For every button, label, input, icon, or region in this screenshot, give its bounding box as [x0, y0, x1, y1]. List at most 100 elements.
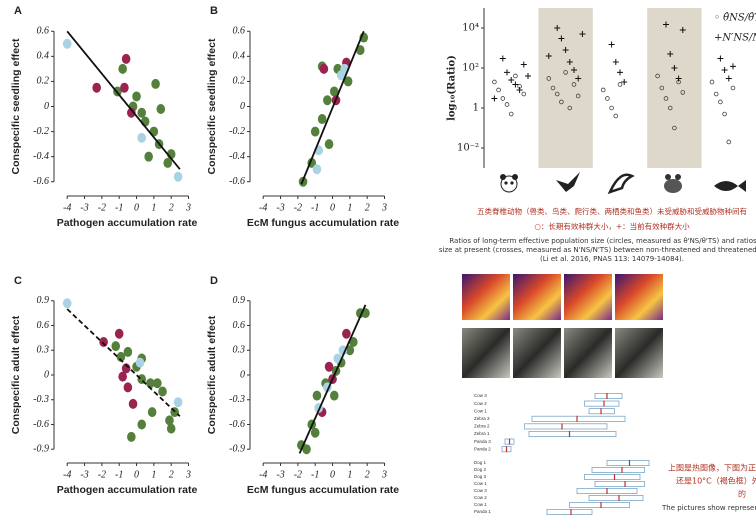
- y-tick-label: 0.6: [37, 26, 50, 37]
- point: [148, 407, 157, 417]
- caption-en: Ratios of long-term effective population…: [449, 237, 756, 245]
- x-tick-label: -1: [311, 469, 319, 480]
- x-tick-label: -2: [98, 469, 106, 480]
- photo: [564, 328, 612, 378]
- y-tick-label: 10⁴: [462, 23, 479, 34]
- point: [330, 391, 339, 401]
- x-tick-label: 2: [169, 469, 174, 480]
- row-label: Cow 1: [474, 481, 487, 486]
- y-tick-label: 0: [44, 369, 49, 380]
- page: 五类脊椎动物（兽类、鸟类、爬行类、两栖类和鱼类）未受威胁和受威胁物种间有 ○：长…: [0, 0, 756, 516]
- x-axis-label: Pathogen accumulation rate: [57, 484, 198, 496]
- point: [311, 127, 320, 137]
- note-cn: 上图是热图像，下图为正常: [668, 463, 756, 473]
- row-label: Cow 2: [474, 401, 487, 406]
- point: [99, 337, 108, 347]
- shaded-band: [647, 8, 701, 168]
- point: [153, 378, 162, 388]
- point: [325, 139, 334, 149]
- point: [118, 372, 127, 382]
- row-label: Panda 1: [474, 509, 491, 514]
- x-tick-label: -4: [259, 469, 267, 480]
- point: [342, 329, 351, 339]
- point: [63, 39, 72, 49]
- point: [127, 432, 136, 442]
- thermal-photo: [615, 274, 663, 320]
- y-tick-label: -0.6: [33, 419, 49, 430]
- row-label: Dog 3: [474, 474, 487, 479]
- x-tick-label: 0: [134, 202, 139, 213]
- x-tick-label: 2: [169, 202, 174, 213]
- y-tick-label: 0.4: [37, 51, 50, 62]
- row-label: Zebra 1: [474, 431, 490, 436]
- x-tick-label: -4: [63, 469, 71, 480]
- point: [132, 91, 141, 101]
- thermal-photo: [513, 274, 561, 320]
- y-tick-label: -0.6: [33, 176, 49, 187]
- y-tick-label: 0: [44, 101, 49, 112]
- y-tick-label: 0.6: [37, 320, 50, 331]
- point: [115, 329, 124, 339]
- x-tick-label: 1: [151, 202, 156, 213]
- y-tick-label: 0: [240, 101, 245, 112]
- point: [129, 399, 138, 409]
- thermal-photo: [564, 274, 612, 320]
- x-tick-label: -1: [311, 202, 319, 213]
- x-tick-label: 3: [381, 202, 387, 213]
- x-tick-label: -4: [259, 202, 267, 213]
- row-label: Dog 1: [474, 460, 487, 465]
- y-tick-label: -0.4: [33, 151, 49, 162]
- point: [318, 114, 327, 124]
- y-tick-label: -0.2: [33, 126, 49, 137]
- point: [174, 172, 183, 182]
- y-tick-label: 0: [240, 369, 245, 380]
- photo: [462, 328, 510, 378]
- y-tick-label: 0.2: [233, 76, 246, 87]
- y-tick-label: 0.4: [233, 51, 246, 62]
- point: [122, 54, 131, 64]
- point: [63, 298, 72, 308]
- x-tick-label: -2: [294, 469, 302, 480]
- point: [124, 347, 133, 357]
- y-tick-label: -0.4: [229, 151, 245, 162]
- legend-entry: +N′NS/N′: [714, 33, 756, 44]
- point: [325, 362, 334, 372]
- x-tick-label: 3: [381, 469, 387, 480]
- point: [136, 358, 145, 368]
- point: [158, 386, 167, 396]
- caption-en: (Li et al. 2016, PNAS 113: 14079-14084).: [540, 255, 684, 263]
- x-tick-label: -3: [276, 202, 284, 213]
- x-tick-label: -2: [98, 202, 106, 213]
- point: [92, 83, 101, 93]
- y-tick-label: 0.2: [37, 76, 50, 87]
- y-tick-label: -0.3: [229, 394, 245, 405]
- y-axis-label: Conspecific adult effect: [10, 315, 22, 434]
- x-tick-label: -4: [63, 202, 71, 213]
- x-tick-label: -3: [276, 469, 284, 480]
- y-tick-label: -0.9: [33, 444, 49, 455]
- point: [118, 64, 127, 74]
- y-tick-label: -0.6: [229, 419, 245, 430]
- y-axis-label: Conspecific adult effect: [206, 315, 218, 434]
- point: [111, 341, 120, 351]
- y-tick-label: -0.9: [229, 444, 245, 455]
- x-tick-label: -3: [80, 202, 88, 213]
- row-label: Cow 1: [474, 408, 487, 413]
- point: [144, 152, 153, 162]
- x-tick-label: 2: [365, 469, 370, 480]
- y-tick-label: 10⁻²: [457, 143, 479, 154]
- panel-title: D: [210, 275, 218, 287]
- x-tick-label: 0: [330, 202, 335, 213]
- y-axis-label: log₁₀(Ratio): [447, 55, 458, 121]
- y-axis-label: Conspecific seedling effect: [10, 38, 22, 174]
- y-tick-label: 0.6: [233, 26, 246, 37]
- legend-entry: ◦ θ̂NS/θ̂T: [714, 13, 756, 24]
- caption-cn: 五类脊椎动物（兽类、鸟类、爬行类、两栖类和鱼类）未受威胁和受威胁物种间有: [477, 206, 747, 216]
- row-label: Dog 2: [474, 467, 487, 472]
- panel-title: C: [14, 275, 22, 287]
- point: [320, 64, 329, 74]
- y-tick-label: 10²: [462, 63, 479, 74]
- row-label: Zebra 2: [474, 424, 490, 429]
- x-axis-label: EcM fungus accumulation rate: [247, 484, 399, 496]
- panel-title: A: [14, 5, 22, 17]
